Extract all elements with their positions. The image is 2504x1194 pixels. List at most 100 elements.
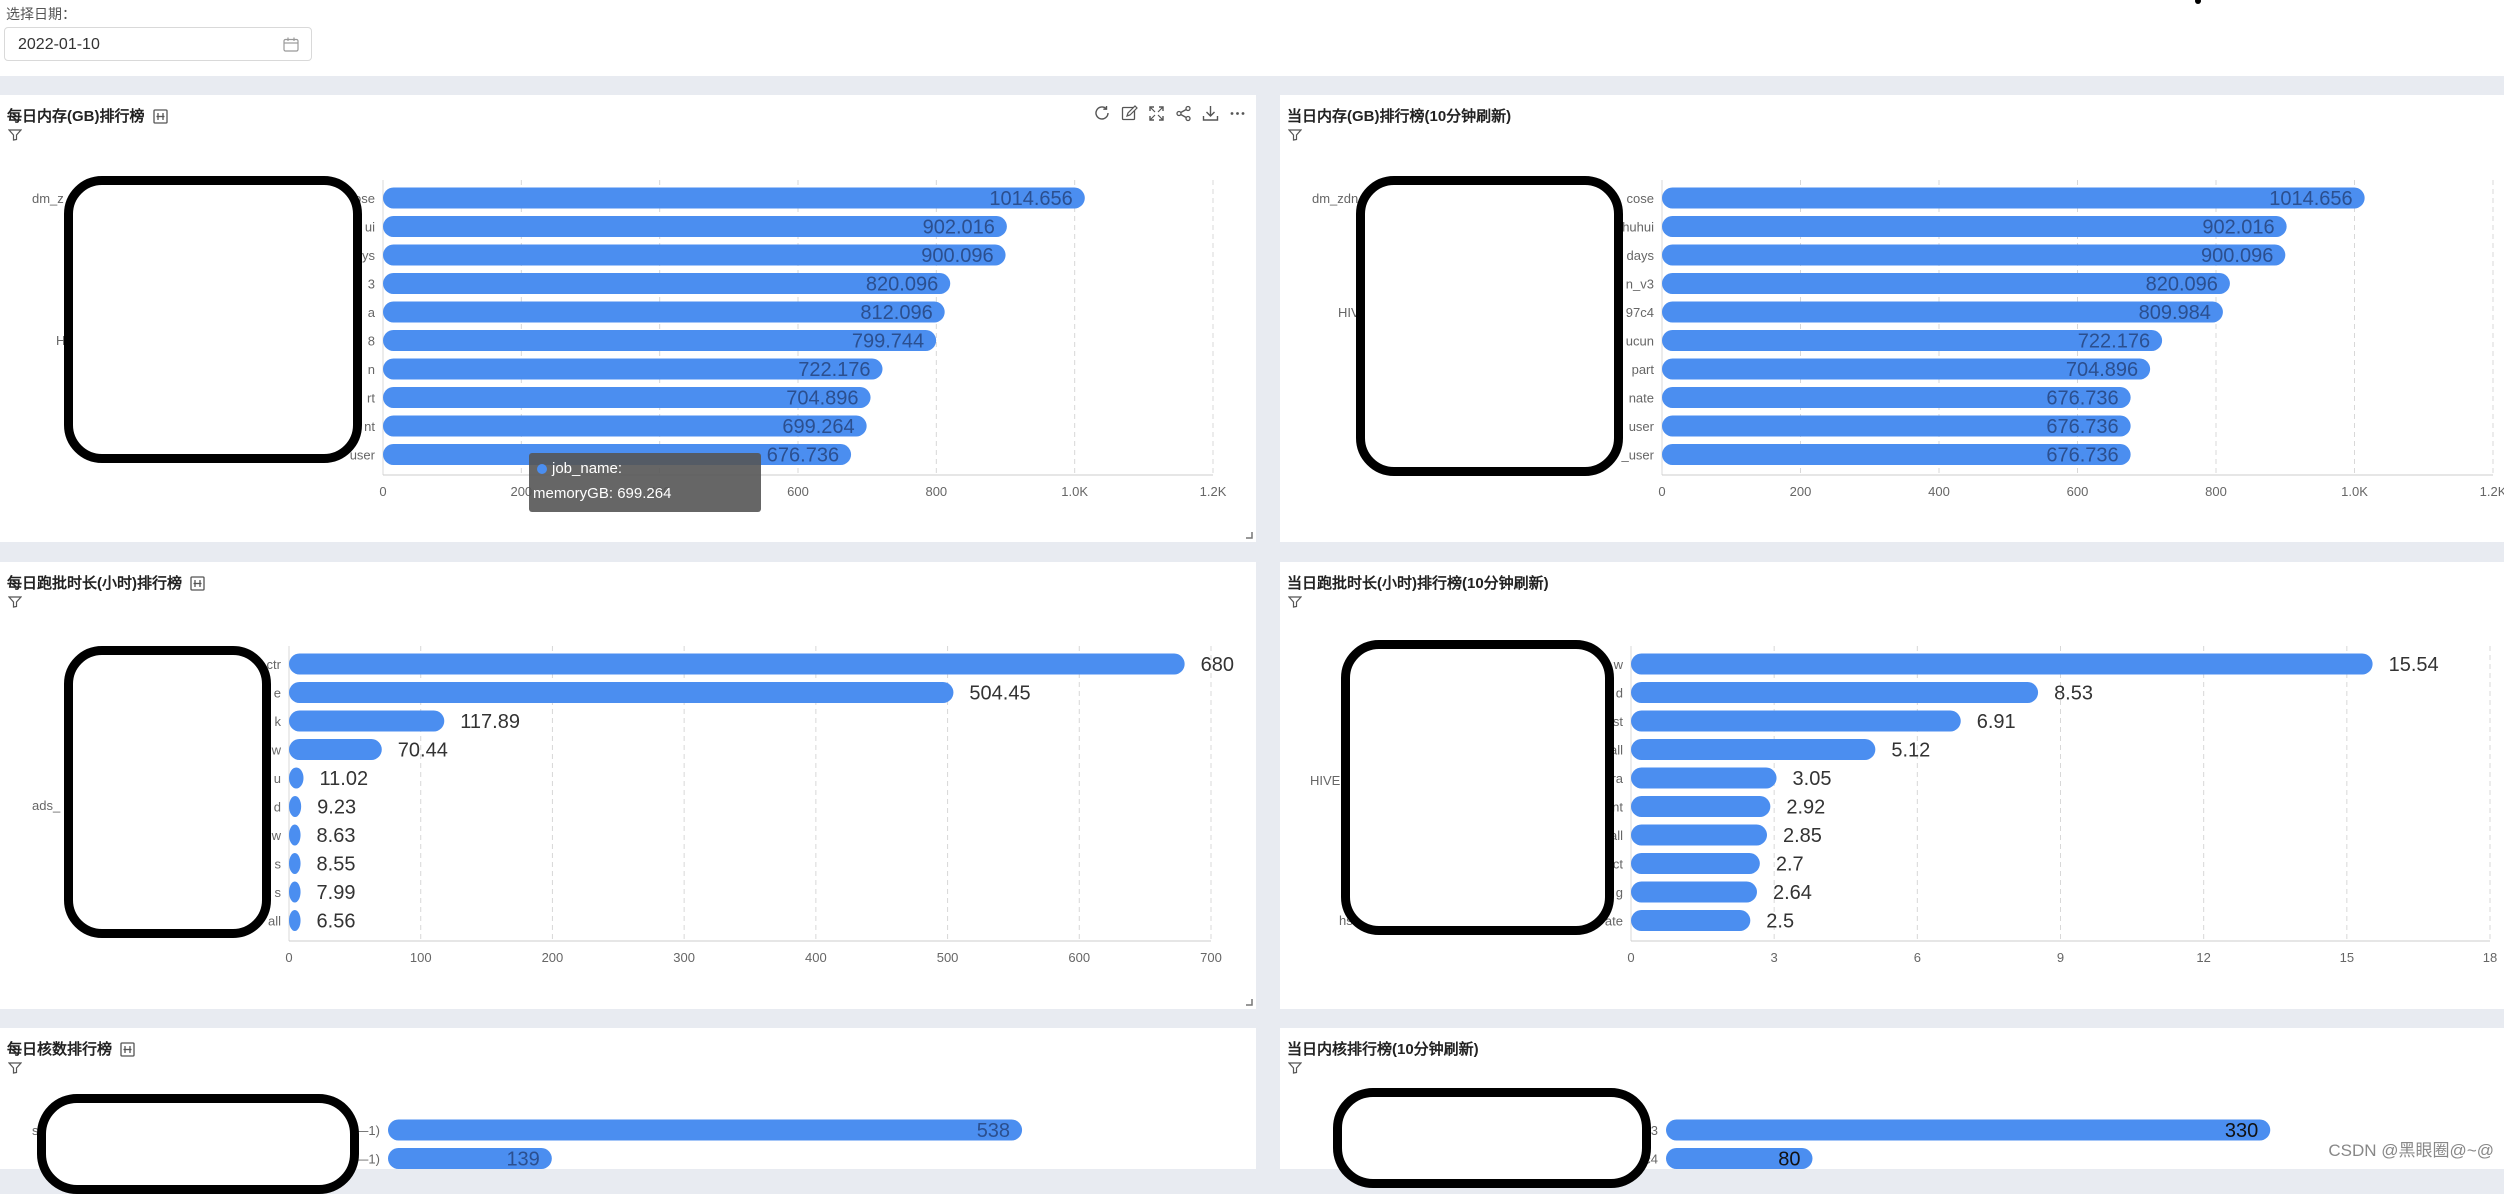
- filter-icon[interactable]: [1288, 1062, 1302, 1074]
- panel-title-text: 每日跑批时长(小时)排行榜: [7, 575, 182, 592]
- bar[interactable]: [1662, 216, 2287, 237]
- chart-type-icon[interactable]: [120, 1042, 135, 1057]
- bar-value-label: 2.64: [1773, 882, 1812, 904]
- chart-type-icon[interactable]: [152, 109, 168, 124]
- chart-type-icon[interactable]: [190, 576, 205, 591]
- bar[interactable]: [383, 216, 1007, 237]
- category-label: u: [274, 771, 281, 786]
- category-label: 8: [368, 334, 375, 349]
- more-icon[interactable]: [1229, 105, 1246, 122]
- panel-title-text: 当日跑批时长(小时)排行榜(10分钟刷新): [1287, 575, 1549, 592]
- bar[interactable]: [383, 301, 945, 323]
- bar[interactable]: [383, 187, 1085, 209]
- chart-tooltip: job_name: memoryGB: 699.264: [529, 453, 761, 512]
- x-tick-label: 15: [2340, 950, 2354, 965]
- bar[interactable]: [1631, 767, 1777, 789]
- bar[interactable]: [1662, 330, 2163, 351]
- bar[interactable]: [289, 796, 302, 817]
- category-label: d: [274, 800, 281, 815]
- filter-icon[interactable]: [1288, 129, 1302, 141]
- panel-title-text: 每日核数排行榜: [7, 1041, 113, 1058]
- bar[interactable]: [383, 330, 937, 351]
- bar[interactable]: [1631, 653, 2373, 675]
- panel-toolbar: [1094, 105, 1246, 122]
- panel-title: 当日跑批时长(小时)排行榜(10分钟刷新): [1287, 572, 1549, 593]
- x-tick-label: 800: [2205, 484, 2227, 499]
- category-label: ate: [1605, 914, 1623, 929]
- category-label: cose: [1627, 191, 1654, 206]
- bar[interactable]: [383, 358, 883, 380]
- fullscreen-icon[interactable]: [1148, 105, 1165, 122]
- bar[interactable]: [1631, 881, 1757, 903]
- x-tick-label: 9: [2057, 950, 2064, 965]
- x-tick-label: 1.2K: [1200, 484, 1227, 499]
- category-label: nt: [364, 419, 375, 434]
- bar-value-label: 117.89: [460, 711, 520, 733]
- bar-value-label: 722.176: [798, 359, 870, 381]
- bar[interactable]: [289, 653, 1185, 675]
- cursor-dot: [2195, 0, 2201, 4]
- bar[interactable]: [1666, 1148, 1813, 1169]
- bar[interactable]: [1662, 273, 2230, 294]
- bar-value-label: 9.23: [317, 797, 356, 819]
- resize-handle-icon[interactable]: [1245, 998, 1253, 1006]
- x-tick-label: 700: [1200, 950, 1222, 965]
- bar-value-label: 1014.656: [2269, 188, 2352, 210]
- category-label: n_v3: [1626, 277, 1654, 292]
- filter-icon[interactable]: [8, 596, 22, 608]
- bar[interactable]: [388, 1148, 552, 1169]
- x-tick-label: 200: [510, 484, 532, 499]
- bar[interactable]: [289, 824, 301, 846]
- bar[interactable]: [1662, 187, 2365, 209]
- bar[interactable]: [1631, 710, 1961, 732]
- share-icon[interactable]: [1175, 105, 1192, 122]
- edit-icon[interactable]: [1121, 105, 1138, 122]
- bar-value-label: 902.016: [2202, 217, 2274, 239]
- filter-icon[interactable]: [8, 1062, 22, 1074]
- category-label: dm_zdn: [1312, 191, 1358, 206]
- filter-icon[interactable]: [1288, 596, 1302, 608]
- bar[interactable]: [1631, 739, 1876, 760]
- bar[interactable]: [289, 767, 304, 789]
- resize-handle-icon[interactable]: [1245, 531, 1253, 539]
- bar[interactable]: [1631, 910, 1751, 931]
- refresh-icon[interactable]: [1094, 105, 1111, 122]
- bar[interactable]: [289, 710, 445, 732]
- bar[interactable]: [289, 682, 954, 703]
- bar-chart: 0 3 6 9 12 15 1815.54w8.53d6.91st5.12all3.05ra…: [1310, 646, 2497, 965]
- bar[interactable]: [1662, 358, 2151, 380]
- bar[interactable]: [1662, 444, 2131, 465]
- bar-value-label: 676.736: [2046, 445, 2118, 467]
- bar[interactable]: [1666, 1119, 2271, 1141]
- bar[interactable]: [383, 244, 1006, 266]
- bar-value-label: 820.096: [866, 274, 938, 296]
- bar[interactable]: [1631, 853, 1760, 874]
- bar[interactable]: [1662, 387, 2131, 408]
- filter-bar: 选择日期： 2022-01-10: [0, 0, 2504, 76]
- bar[interactable]: [1662, 301, 2223, 323]
- bar[interactable]: [383, 415, 867, 437]
- bar[interactable]: [1631, 796, 1771, 817]
- date-value: 2022-01-10: [18, 36, 100, 53]
- download-icon[interactable]: [1202, 105, 1219, 122]
- bar[interactable]: [1662, 244, 2286, 266]
- category-label: ys: [362, 248, 376, 263]
- bar-value-label: 70.44: [398, 740, 448, 762]
- bar[interactable]: [289, 881, 301, 903]
- bar[interactable]: [388, 1119, 1023, 1141]
- x-tick-label: 1.0K: [1061, 484, 1088, 499]
- date-picker[interactable]: 2022-01-10: [4, 27, 312, 61]
- category-label: ra: [1611, 771, 1623, 786]
- bar[interactable]: [1662, 415, 2131, 437]
- category-label: 97c4: [1626, 305, 1654, 320]
- bar[interactable]: [383, 387, 871, 408]
- filter-icon[interactable]: [8, 129, 22, 141]
- bar[interactable]: [383, 273, 951, 294]
- bar[interactable]: [289, 739, 382, 760]
- bar[interactable]: [1631, 824, 1768, 846]
- bar[interactable]: [289, 910, 301, 931]
- bar[interactable]: [1631, 682, 2039, 703]
- bar-value-label: 2.85: [1783, 825, 1822, 847]
- bar[interactable]: [289, 853, 301, 874]
